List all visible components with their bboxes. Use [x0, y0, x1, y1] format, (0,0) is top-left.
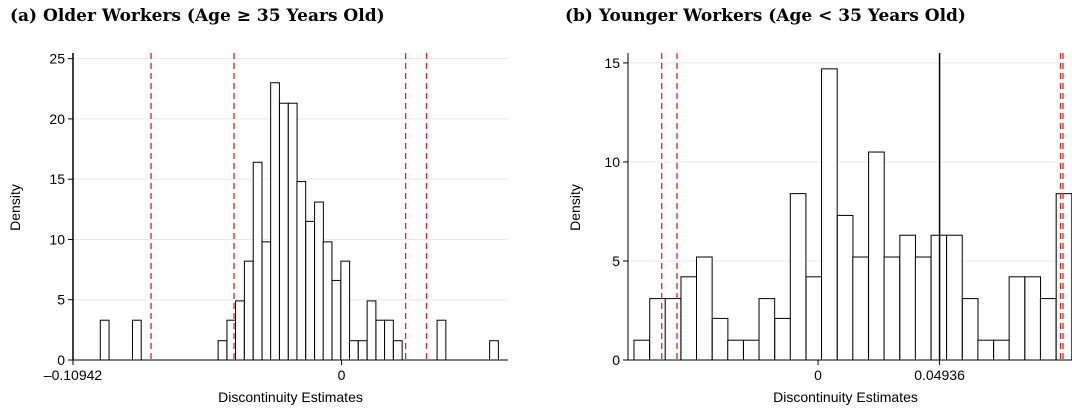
panel-a-bar-19: [366, 300, 377, 361]
panel-b-bar-16: [883, 256, 901, 361]
panel-b-ytick-label-0: 0: [612, 352, 620, 368]
panel-b-bar-9: [774, 317, 791, 361]
panel-b-bar-14: [852, 256, 869, 361]
panel-a-bar-14: [322, 241, 333, 361]
panel-b-xtick-label-1: 0.04936: [914, 367, 965, 383]
panel-a-bar-15: [331, 279, 342, 361]
panel-a-bar-0: [99, 319, 110, 361]
panel-a-xtick-label-1: 0: [338, 367, 346, 383]
panel-b-bar-20: [946, 234, 963, 361]
panel-a-bar-17: [348, 340, 359, 361]
panel-b-bar-11: [805, 276, 823, 361]
panel-b-bar-0: [633, 339, 651, 361]
panel-b-bar-5: [711, 317, 729, 361]
panel-b-ytick-label-3: 15: [604, 55, 620, 71]
panel-b-bar-2: [664, 298, 682, 361]
panel-b-xlabel: Discontinuity Estimates: [773, 389, 918, 405]
panel-b-bar-3: [680, 276, 698, 361]
panel-a-bar-6: [252, 161, 263, 361]
panel-b-bar-6: [727, 339, 744, 361]
panel-a-bar-12: [305, 220, 316, 361]
panel-b-ylabel: Density: [567, 184, 583, 231]
panel-b-bar-17: [899, 234, 916, 361]
panel-a-bar-4: [235, 300, 245, 361]
panel-b-bar-4: [695, 256, 713, 361]
panel-b-bar-26: [1039, 298, 1057, 361]
panel-a-bar-10: [287, 102, 298, 361]
panel-a-ytick-label-0: 0: [57, 352, 65, 368]
panel-b-bar-27: [1055, 193, 1072, 361]
panel-a-bar-21: [384, 319, 394, 361]
panel-b-bar-8: [758, 298, 776, 361]
panel-a-ytick-label-4: 20: [49, 111, 65, 127]
panel-a-bar-24: [489, 340, 499, 361]
panel-b-bar-15: [868, 151, 885, 361]
panel-a-bar-1: [131, 319, 142, 361]
panel-b-bar-23: [993, 339, 1010, 361]
panel-a-bar-8: [270, 82, 280, 361]
panel-a-bar-18: [357, 340, 368, 361]
panel-a-xtick-label-0: –0.10942: [44, 367, 103, 383]
panel-a-bar-2: [217, 340, 228, 361]
panel-a-ytick-label-1: 5: [57, 292, 65, 308]
panel-a-bar-9: [278, 102, 289, 361]
panel-a-bar-5: [243, 260, 254, 361]
panel-a-bar-13: [314, 201, 324, 361]
panel-b-ytick-label-1: 5: [612, 253, 620, 269]
panel-b-bar-18: [914, 256, 932, 361]
panel-b-bar-7: [743, 339, 760, 361]
panel-b-title: (b) Younger Workers (Age < 35 Years Old): [565, 6, 966, 26]
panel-a-title: (a) Older Workers (Age ≥ 35 Years Old): [10, 6, 385, 26]
panel-b-xtick-label-0: 0: [814, 367, 822, 383]
panel-b-bar-22: [977, 339, 995, 361]
panel-a-bar-22: [392, 340, 403, 361]
panel-b-bar-25: [1024, 276, 1042, 361]
panel-b-bar-21: [961, 298, 979, 361]
panel-b-ytick-label-2: 10: [604, 154, 620, 170]
panel-b-bar-12: [821, 68, 838, 361]
panel-a-ylabel: Density: [7, 184, 23, 231]
panel-b-bar-10: [789, 193, 807, 361]
panel-a-bar-20: [375, 319, 386, 361]
panel-a-bar-11: [296, 181, 307, 361]
panel-a-ytick-label-5: 25: [49, 51, 65, 67]
panel-a-xlabel: Discontinuity Estimates: [218, 389, 363, 405]
panel-a-bar-7: [261, 241, 272, 361]
panel-b-bar-1: [649, 298, 666, 361]
panel-a-ytick-label-2: 10: [49, 231, 65, 247]
panel-a-bar-23: [436, 319, 447, 361]
panel-b-bar-13: [836, 214, 854, 361]
panel-b-bar-24: [1008, 276, 1026, 361]
panel-a-ytick-label-3: 15: [49, 171, 65, 187]
panel-a-bar-16: [340, 260, 351, 361]
